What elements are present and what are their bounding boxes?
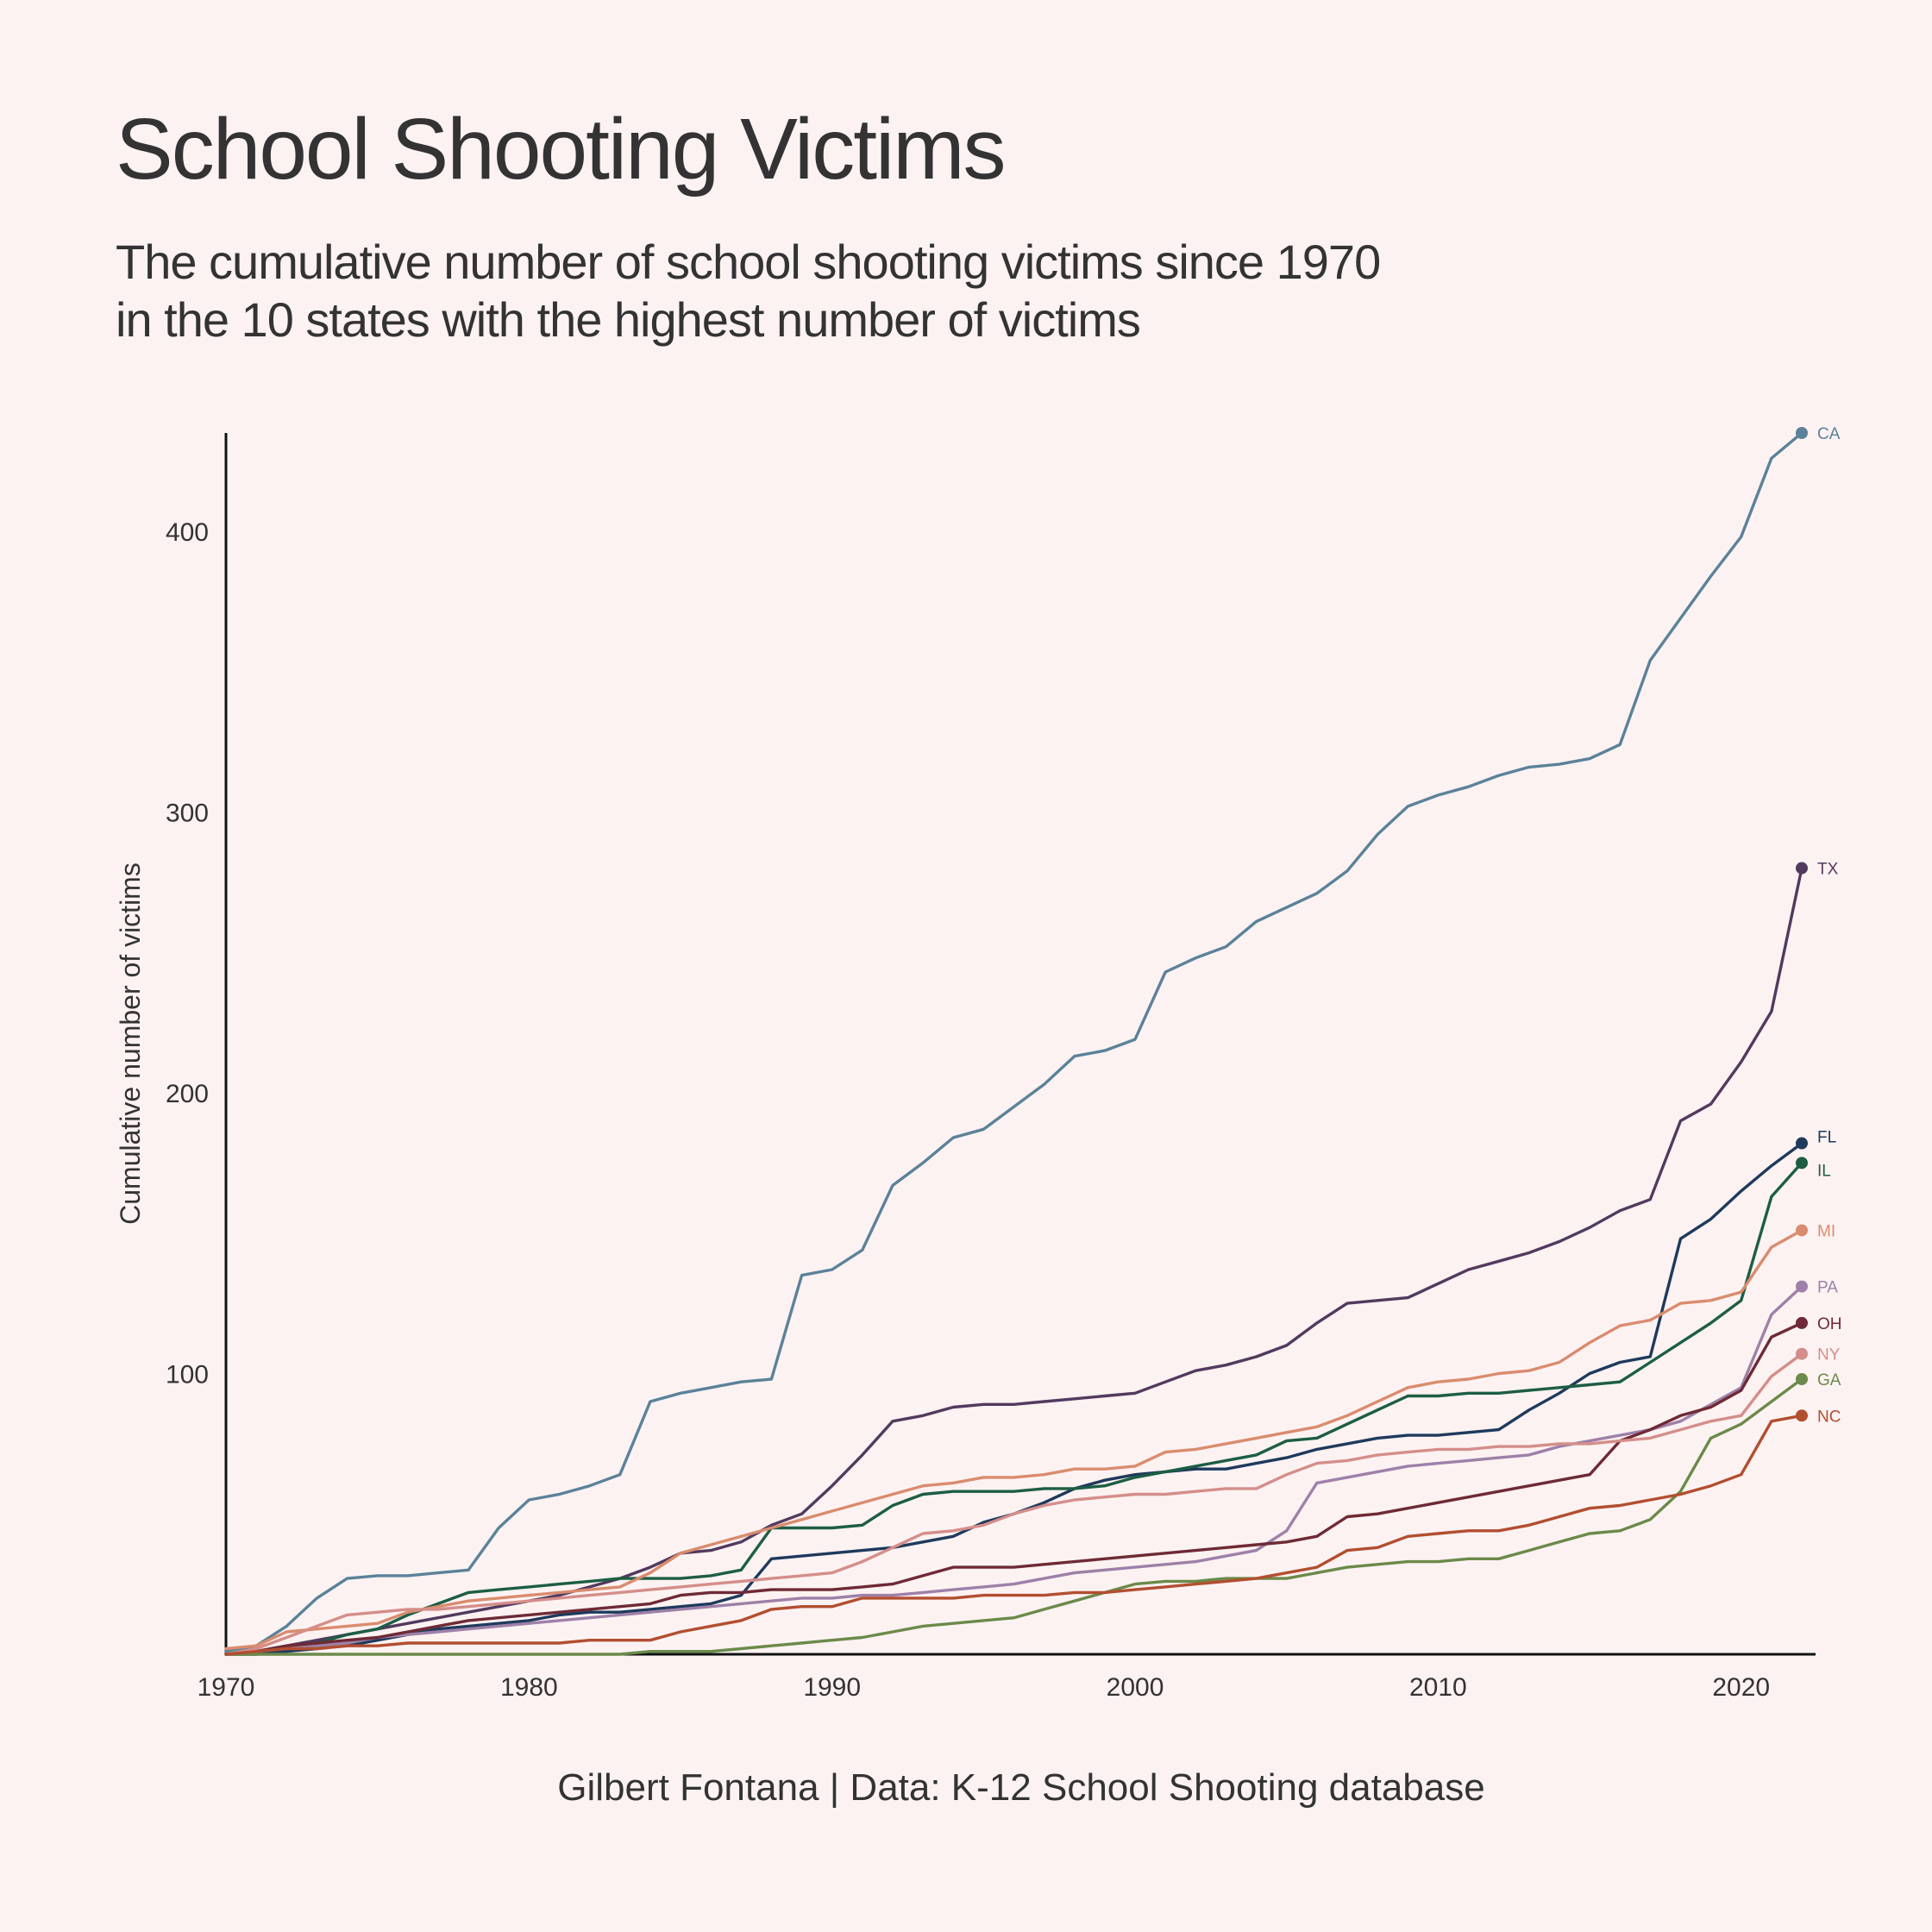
y-tick-label: 100 [166,1360,209,1389]
series-label-tx: TX [1817,861,1839,879]
series-line-oh [224,1321,1803,1656]
series-line-mi [224,1228,1803,1651]
series-label-il: IL [1817,1162,1831,1180]
series-lines [224,431,1803,1656]
end-markers: CA TX FL IL MI PA OH NY GA NC [1796,425,1842,1426]
series-label-pa: PA [1817,1279,1838,1297]
series-line-il [224,1161,1803,1656]
series-line-ny [224,1352,1803,1656]
series-line-nc [224,1414,1803,1656]
end-point-nc [1796,1409,1808,1422]
x-tick-label: 2010 [1409,1673,1467,1702]
subtitle-line-1: The cumulative number of school shooting… [116,235,1381,289]
end-point-il [1796,1157,1808,1170]
series-line-ga [224,1377,1803,1656]
x-tick-label: 1990 [803,1673,861,1702]
x-tick-label: 2000 [1107,1673,1164,1702]
chart-caption: Gilbert Fontana | Data: K-12 School Shoo… [557,1766,1485,1809]
series-label-ca: CA [1817,425,1841,443]
series-label-fl: FL [1817,1129,1836,1147]
end-point-ga [1796,1372,1808,1385]
y-tick-label: 300 [166,799,209,827]
x-tick-label: 1970 [198,1673,255,1702]
y-tick-label: 400 [166,518,209,547]
end-point-ny [1796,1347,1808,1360]
end-point-ca [1796,427,1808,439]
end-point-mi [1796,1224,1808,1237]
x-tick-label: 1980 [500,1673,558,1702]
chart-title: School Shooting Victims [116,101,1007,198]
x-tick-label: 2020 [1712,1673,1770,1702]
series-label-oh: OH [1817,1315,1842,1333]
series-line-pa [224,1284,1803,1656]
axes: 1970 1980 1990 2000 2010 2020 100 200 300 400 Cumu… [115,433,1816,1702]
end-point-pa [1796,1280,1808,1293]
series-line-ca [224,431,1803,1653]
series-label-mi: MI [1817,1222,1835,1240]
end-point-oh [1796,1316,1808,1329]
end-point-tx [1796,862,1808,875]
series-line-fl [224,1141,1803,1656]
subtitle-line-2: in the 10 states with the highest number… [116,292,1141,348]
series-label-ny: NY [1817,1346,1841,1364]
chart-subtitle: The cumulative number of school shooting… [116,233,1381,348]
y-axis-title: Cumulative number of victims [115,862,146,1225]
series-line-tx [224,866,1803,1656]
series-label-nc: NC [1817,1408,1841,1426]
series-label-ga: GA [1817,1371,1841,1389]
y-tick-label: 200 [166,1080,209,1108]
end-point-fl [1796,1137,1808,1150]
